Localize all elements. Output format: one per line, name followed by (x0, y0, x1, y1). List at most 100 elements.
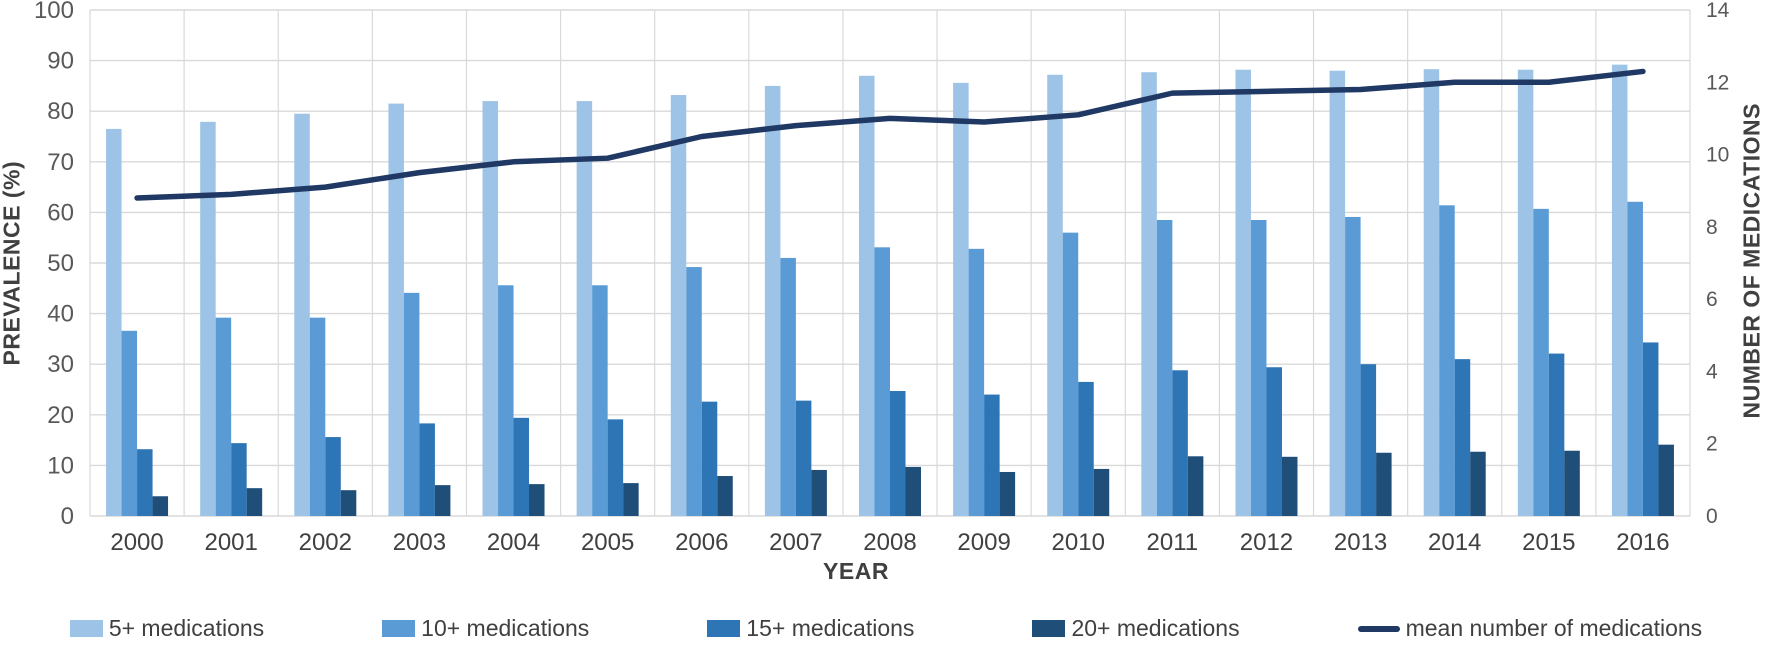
bar-15+-2016 (1642, 342, 1659, 516)
legend-item-mean-line: mean number of medications (1357, 615, 1703, 642)
bar-15+-2012 (1266, 367, 1282, 516)
bar-10+-2003 (403, 292, 420, 516)
bar-10+-2004 (498, 285, 514, 516)
bar-5+-2007 (764, 85, 781, 517)
x-axis-tick-label: 2005 (581, 529, 634, 556)
bar-10+-2012 (1250, 219, 1267, 517)
legend-label-mean-line: mean number of medications (1405, 615, 1703, 641)
bar-5+-2011 (1141, 72, 1157, 516)
x-axis-tick-label: 2014 (1428, 529, 1481, 556)
bar-5+-2006 (670, 95, 687, 517)
x-axis-tick-label: 2010 (1052, 529, 1105, 556)
legend-item-20plus: 20+ medications (1032, 615, 1240, 642)
bar-20+-2004 (529, 484, 545, 516)
bar-20+-2003 (434, 485, 451, 516)
bar-20+-2010 (1093, 468, 1110, 516)
right-axis-tick-label: 10 (1706, 144, 1729, 167)
bar-20+-2008 (905, 466, 921, 516)
bar-10+-2001 (215, 317, 232, 516)
mean-line (134, 68, 1646, 201)
right-axis-tick-label: 8 (1706, 216, 1718, 239)
bar-10+-2006 (686, 267, 702, 516)
bar-5+-2009 (953, 82, 969, 516)
legend: 5+ medications 10+ medications 15+ medic… (0, 615, 1772, 642)
x-axis-tick-label: 2007 (769, 529, 822, 556)
bar-20+-2013 (1376, 452, 1392, 516)
legend-swatch-mean-line-icon (1357, 625, 1400, 632)
bar-5+-2000 (106, 128, 122, 516)
bar-20+-2011 (1187, 456, 1204, 516)
left-axis-tick-label: 20 (47, 402, 74, 429)
bar-5+-2016 (1611, 64, 1628, 516)
legend-label-5plus: 5+ medications (108, 615, 265, 641)
bar-10+-2007 (780, 257, 796, 516)
right-axis-tick-label: 12 (1706, 71, 1729, 94)
x-axis-title: YEAR (823, 558, 889, 584)
bar-15+-2013 (1360, 364, 1377, 516)
bar-5+-2010 (1047, 74, 1063, 516)
bar-15+-2009 (984, 394, 1000, 516)
x-axis-tick-label: 2001 (204, 529, 257, 556)
bar-10+-2014 (1439, 205, 1455, 517)
left-axis-tick-label: 90 (47, 48, 74, 75)
bar-20+-2012 (1281, 456, 1298, 516)
x-axis-tick-label: 2008 (863, 529, 916, 556)
legend-swatch-10plus-icon (382, 620, 416, 637)
bar-5+-2008 (859, 75, 875, 516)
bar-15+-2010 (1078, 381, 1094, 516)
x-axis-tick-label: 2002 (299, 529, 352, 556)
bar-20+-2006 (717, 476, 733, 516)
bar-5+-2015 (1517, 69, 1534, 516)
right-axis-tick-label: 6 (1706, 288, 1718, 311)
bar-15+-2011 (1172, 370, 1188, 516)
bar-10+-2010 (1062, 232, 1079, 516)
x-axis-tick-label: 2000 (110, 529, 163, 556)
bar-5+-2003 (388, 103, 404, 517)
bar-10+-2011 (1156, 219, 1173, 517)
bar-20+-2007 (811, 469, 827, 516)
legend-item-5plus: 5+ medications (69, 615, 265, 642)
bar-15+-2014 (1454, 359, 1471, 516)
left-axis-tick-label: 50 (47, 250, 74, 277)
legend-swatch-5plus-icon (69, 620, 103, 637)
bar-20+-2009 (999, 471, 1016, 516)
bar-10+-2015 (1533, 208, 1549, 516)
bar-5+-2005 (576, 101, 593, 516)
bar-15+-2000 (137, 449, 153, 516)
bar-15+-2008 (890, 391, 906, 516)
bar-20+-2000 (152, 496, 169, 516)
bar-20+-2015 (1564, 450, 1580, 516)
bar-20+-2001 (246, 488, 263, 516)
bar-15+-2001 (231, 443, 247, 516)
left-axis-tick-label: 30 (47, 351, 74, 378)
legend-swatch-15plus-icon (707, 620, 741, 637)
bar-20+-2016 (1658, 444, 1674, 516)
left-axis-tick-label: 0 (61, 503, 74, 530)
right-axis-tick-label: 14 (1706, 0, 1730, 22)
bar-15+-2005 (607, 419, 624, 516)
bar-15+-2002 (325, 437, 341, 516)
bar-10+-2005 (592, 285, 608, 516)
bar-10+-2008 (874, 247, 890, 516)
legend-label-20plus: 20+ medications (1071, 615, 1240, 641)
bar-20+-2005 (623, 483, 639, 516)
bar-15+-2007 (795, 400, 812, 516)
right-axis-tick-label: 2 (1706, 433, 1718, 456)
bar-10+-2000 (121, 330, 138, 516)
x-axis-tick-label: 2015 (1522, 529, 1575, 556)
bar-20+-2014 (1470, 451, 1486, 516)
left-axis-title: PREVALENCE (%) (0, 160, 25, 366)
legend-item-15plus: 15+ medications (707, 615, 914, 642)
x-axis-tick-label: 2006 (675, 529, 728, 556)
right-axis-title: NUMBER OF MEDICATIONS (1738, 103, 1765, 419)
bar-15+-2004 (513, 417, 530, 516)
bar-10+-2009 (968, 248, 985, 516)
left-axis-tick-label: 70 (47, 149, 74, 176)
right-axis-tick-label: 0 (1706, 505, 1718, 528)
left-axis-tick-label: 10 (47, 452, 74, 479)
bar-20+-2002 (340, 490, 357, 516)
bar-5+-2012 (1235, 69, 1251, 516)
x-axis-tick-label: 2011 (1147, 529, 1199, 556)
